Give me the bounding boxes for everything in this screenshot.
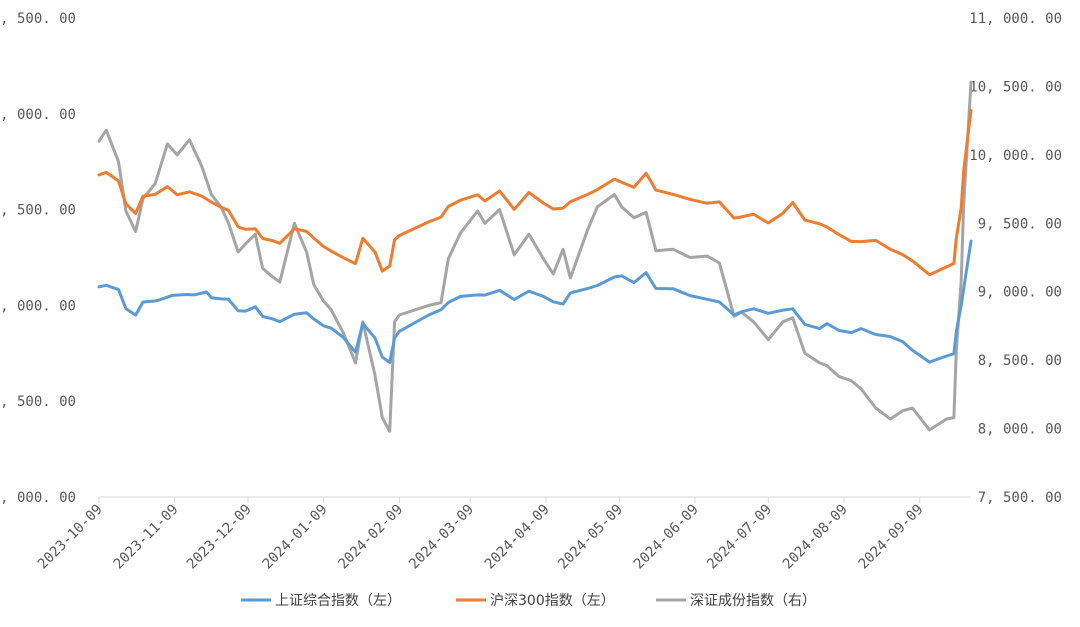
x-axis-tick-label: 2023-12-09 bbox=[184, 502, 255, 573]
x-axis-tick-label: 2024-09-09 bbox=[856, 502, 927, 573]
legend-label: 上证综合指数（左） bbox=[275, 593, 401, 609]
legend-item: 上证综合指数（左） bbox=[241, 593, 401, 609]
legend-item: 深证成份指数（右） bbox=[656, 593, 816, 609]
x-axis-tick-label: 2024-06-09 bbox=[631, 502, 702, 573]
legend-item: 沪深300指数（左） bbox=[456, 593, 615, 609]
right-axis-tick-label: 10, 500. 00 bbox=[969, 79, 1062, 95]
x-axis-tick-label: 2023-11-09 bbox=[111, 502, 182, 573]
x-axis-tick-label: 2024-03-09 bbox=[406, 502, 477, 573]
left-axis-tick-labels: 2, 000. 00 2, 500. 00 3, 000. 00 3, 500. 00… bbox=[0, 11, 76, 506]
right-axis-tick-label: 9, 500. 00 bbox=[978, 216, 1062, 232]
x-axis-tick-label: 2024-08-09 bbox=[780, 502, 851, 573]
series-line-0 bbox=[97, 239, 973, 364]
right-axis-tick-label: 8, 000. 00 bbox=[978, 422, 1062, 438]
x-axis-tick-label: 2024-04-09 bbox=[482, 502, 553, 573]
right-axis-tick-label: 8, 500. 00 bbox=[978, 353, 1062, 369]
x-axis-tick-label: 2024-05-09 bbox=[555, 502, 626, 573]
right-axis-tick-labels: 7, 500. 00 8, 000. 00 8, 500. 00 9, 000. 00… bbox=[969, 11, 1062, 506]
left-axis-tick-label: 4, 000. 00 bbox=[0, 107, 76, 123]
legend-label: 深证成份指数（右） bbox=[690, 593, 816, 609]
left-axis-tick-label: 2, 000. 00 bbox=[0, 490, 76, 506]
x-axis-ticks: 2023-10-09 2023-11-09 2023-12-09 2024-01-09… bbox=[35, 497, 927, 572]
x-axis-tick-label: 2024-01-09 bbox=[260, 502, 331, 573]
x-axis-tick-label: 2023-10-09 bbox=[35, 502, 106, 573]
right-axis-tick-label: 11, 000. 00 bbox=[969, 11, 1062, 27]
series-line-2 bbox=[97, 80, 973, 433]
right-axis-tick-label: 7, 500. 00 bbox=[978, 490, 1062, 506]
right-axis-tick-label: 10, 000. 00 bbox=[969, 148, 1062, 164]
series-line-1 bbox=[97, 109, 973, 277]
left-axis-tick-label: 4, 500. 00 bbox=[0, 11, 76, 27]
left-axis-tick-label: 2, 500. 00 bbox=[0, 394, 76, 410]
left-axis-tick-label: 3, 000. 00 bbox=[0, 298, 76, 314]
x-axis-tick-label: 2024-07-09 bbox=[704, 502, 775, 573]
legend-label: 沪深300指数（左） bbox=[490, 593, 615, 609]
left-axis-tick-label: 3, 500. 00 bbox=[0, 203, 76, 219]
legend: 上证综合指数（左） 沪深300指数（左） 深证成份指数（右） bbox=[241, 593, 816, 609]
series-lines bbox=[97, 80, 973, 433]
x-axis-tick-label: 2024-02-09 bbox=[335, 502, 406, 573]
right-axis-tick-label: 9, 000. 00 bbox=[978, 285, 1062, 301]
